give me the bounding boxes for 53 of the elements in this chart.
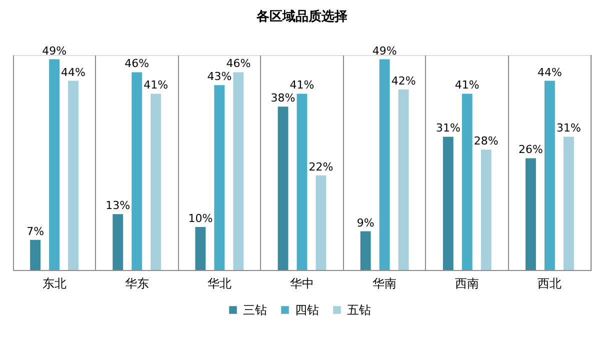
bar	[132, 72, 142, 270]
data-label: 22%	[308, 160, 334, 174]
data-label: 41%	[454, 78, 480, 92]
bar	[462, 94, 472, 270]
x-tick-label: 西南	[455, 276, 480, 290]
bar	[30, 240, 41, 270]
x-tick-label: 华北	[207, 276, 232, 290]
data-label: 9%	[356, 216, 374, 230]
bar	[296, 94, 308, 270]
data-label: 28%	[474, 134, 498, 148]
data-label: 31%	[556, 122, 581, 135]
x-tick-label: 华东	[124, 276, 149, 290]
bar	[68, 80, 78, 270]
data-label: 38%	[270, 92, 296, 105]
data-label: 26%	[518, 143, 543, 156]
bar	[49, 59, 60, 270]
legend-label: 四钻	[295, 303, 319, 317]
bar	[379, 59, 390, 270]
data-label: 43%	[207, 70, 232, 84]
bar	[398, 89, 409, 270]
bar	[442, 136, 454, 270]
x-tick-label: 华南	[372, 276, 397, 290]
data-label: 7%	[26, 224, 44, 238]
data-label: 46%	[124, 57, 150, 70]
bar	[480, 150, 492, 270]
data-label: 13%	[106, 199, 130, 212]
chart-title: 各区域品质选择	[256, 8, 348, 24]
bar	[526, 158, 536, 270]
data-label: 49%	[42, 44, 67, 58]
bar	[195, 227, 206, 270]
data-label: 44%	[537, 66, 562, 79]
legend-label: 三钻	[243, 303, 267, 317]
data-label: 44%	[61, 66, 86, 79]
x-tick-label: 东北	[42, 276, 66, 290]
bar	[544, 80, 555, 270]
data-label: 31%	[436, 122, 460, 135]
bar	[316, 175, 326, 270]
data-label: 10%	[188, 212, 213, 225]
bar	[214, 85, 225, 270]
data-label: 42%	[391, 74, 416, 88]
x-tick-label: 华中	[290, 276, 314, 290]
data-label: 41%	[144, 78, 168, 92]
data-label: 41%	[290, 78, 314, 92]
bar	[233, 72, 244, 270]
x-tick-label: 西北	[538, 276, 562, 290]
bar	[278, 106, 288, 270]
bar	[150, 94, 162, 270]
legend-label: 五钻	[347, 303, 371, 317]
bar	[563, 136, 574, 270]
data-label: 49%	[372, 44, 397, 58]
data-label: 46%	[226, 57, 251, 70]
bar	[360, 231, 371, 270]
bar	[112, 214, 124, 270]
